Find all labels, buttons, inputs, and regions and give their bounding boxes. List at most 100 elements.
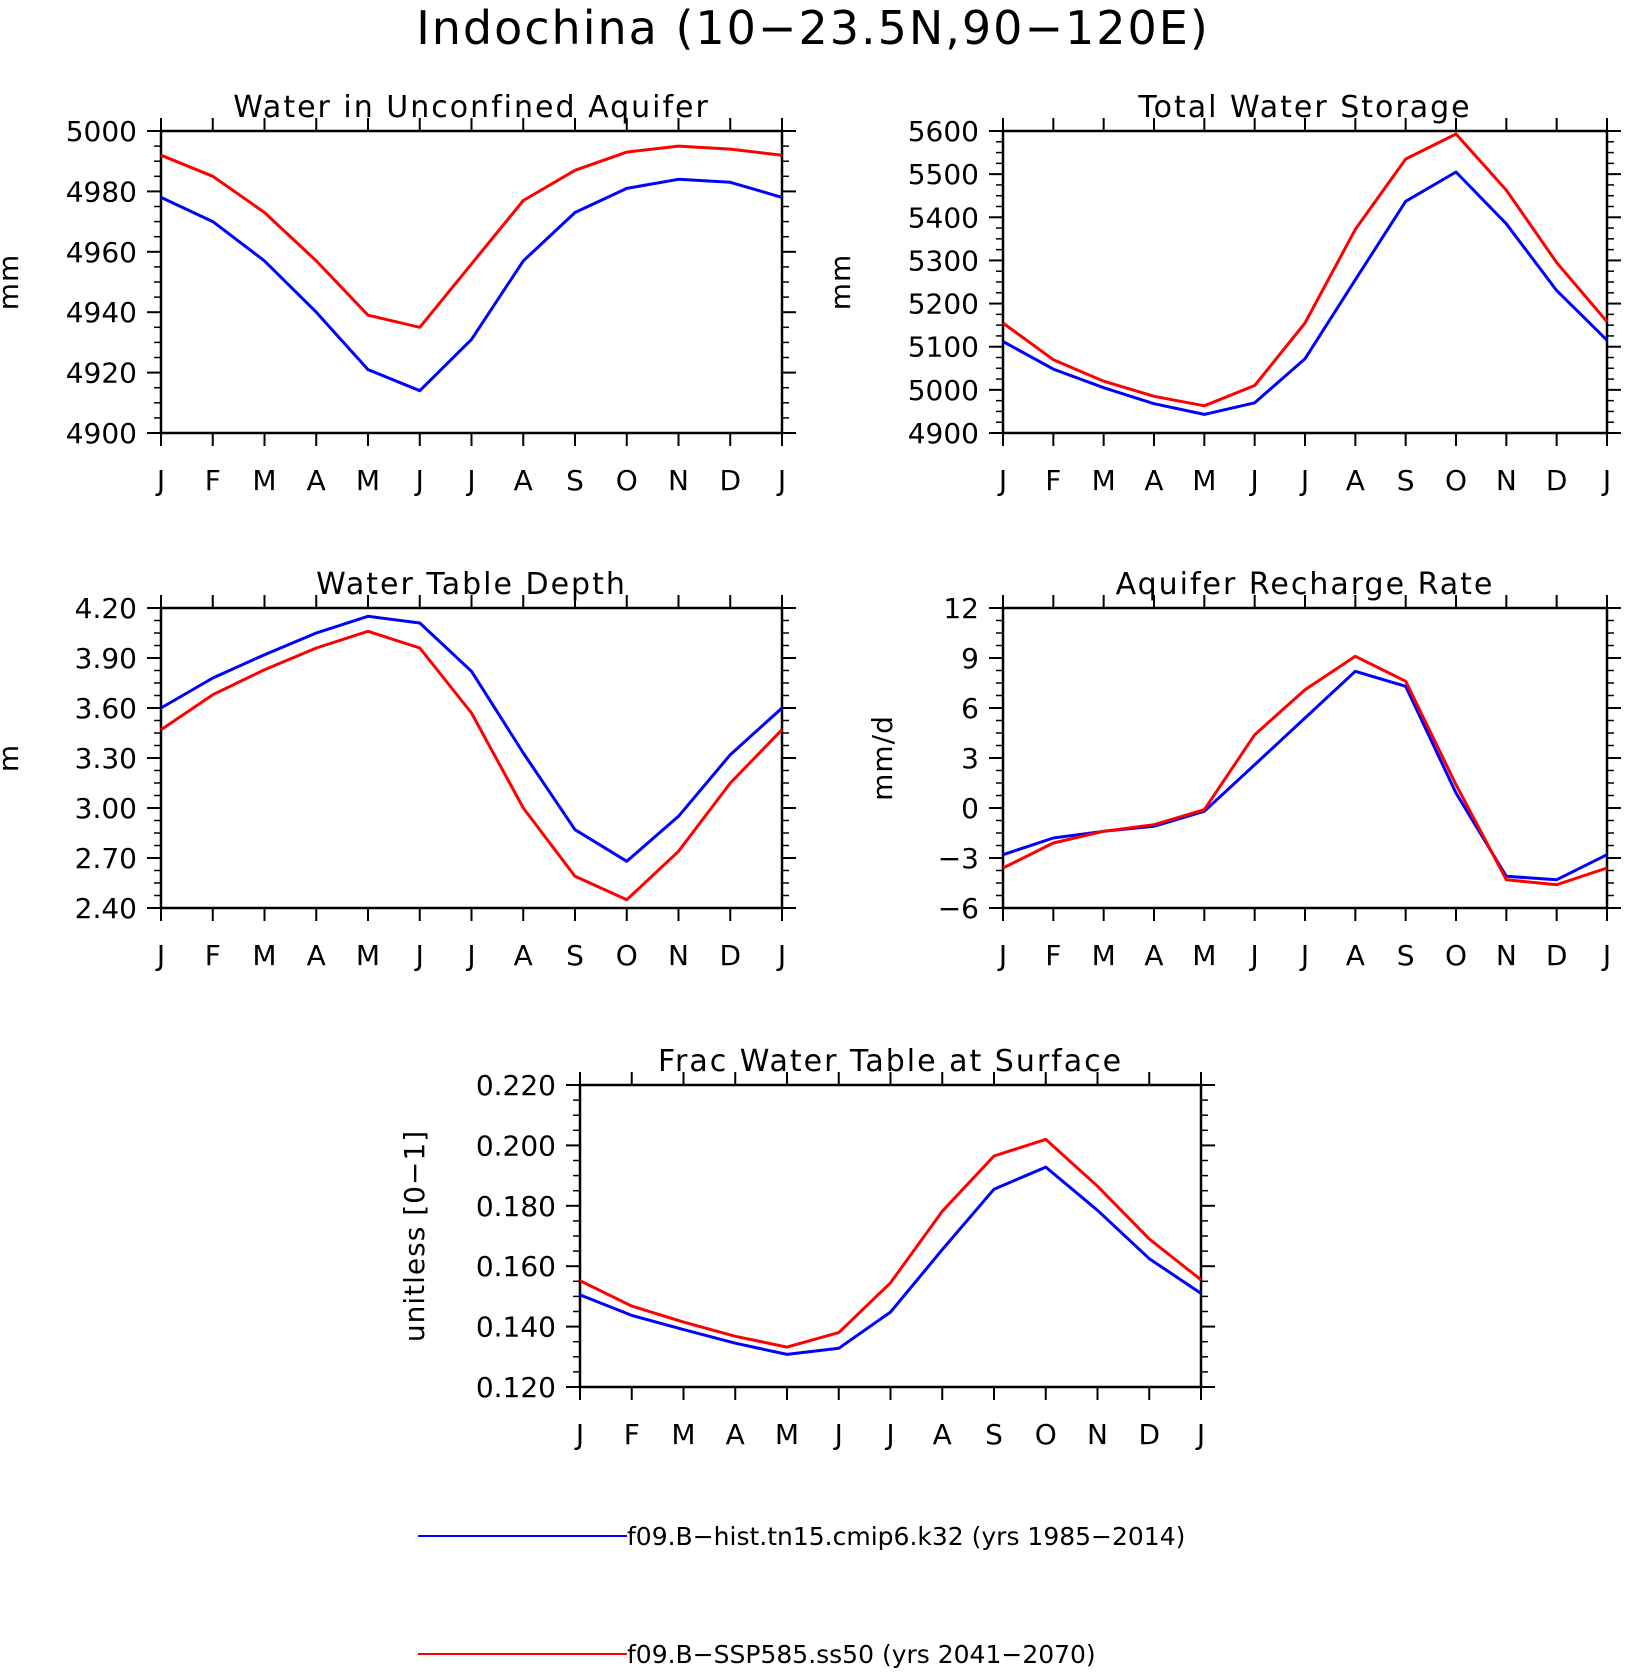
x-tick-label: O — [1445, 464, 1467, 497]
y-tick-label: 4940 — [66, 296, 137, 329]
series-line-hist — [579, 1165, 1202, 1356]
x-tick-label: M — [1092, 464, 1116, 497]
y-axis-label: unitless [0−1] — [398, 1130, 431, 1342]
y-tick-label: 3.30 — [75, 742, 137, 775]
x-tick-label: J — [1195, 1418, 1205, 1451]
x-tick-label: S — [1397, 939, 1415, 972]
y-tick-label: −6 — [938, 892, 979, 925]
y-tick-label: 5600 — [908, 115, 979, 148]
x-tick-label: O — [1445, 939, 1467, 972]
x-tick-label: F — [205, 464, 221, 497]
x-tick-label: A — [307, 464, 326, 497]
y-tick-label: 4900 — [908, 417, 979, 450]
x-tick-label: A — [1144, 464, 1163, 497]
x-tick-label: J — [574, 1418, 584, 1451]
y-tick-label: 5000 — [908, 374, 979, 407]
series-line-hist — [1002, 669, 1608, 882]
legend: f09.B−hist.tn15.cmip6.k32 (yrs 1985−2014… — [418, 1522, 1185, 1669]
x-tick-label: S — [566, 939, 584, 972]
x-tick-label: J — [414, 939, 424, 972]
y-tick-label: 5000 — [66, 115, 137, 148]
x-tick-label: J — [1601, 464, 1611, 497]
x-tick-label: J — [833, 1418, 843, 1451]
y-tick-label: 0.120 — [476, 1371, 556, 1404]
y-tick-label: 5500 — [908, 158, 979, 191]
plot-frame — [159, 606, 784, 910]
y-tick-label: 0.180 — [476, 1190, 556, 1223]
x-tick-label: D — [1138, 1418, 1160, 1451]
y-tick-label: −3 — [938, 842, 979, 875]
x-tick-label: A — [307, 939, 326, 972]
x-tick-label: M — [356, 939, 380, 972]
series-line-ssp585 — [160, 629, 784, 902]
plot-frame — [159, 129, 784, 435]
y-axis-label: mm — [824, 254, 857, 311]
x-tick-label: A — [514, 939, 533, 972]
x-tick-label: M — [252, 939, 276, 972]
figure-title: Indochina (10−23.5N,90−120E) — [416, 1, 1210, 55]
x-tick-label: D — [1546, 464, 1568, 497]
x-tick-label: F — [1045, 464, 1061, 497]
legend-label-hist: f09.B−hist.tn15.cmip6.k32 (yrs 1985−2014… — [627, 1522, 1185, 1551]
series-line-ssp585 — [579, 1137, 1202, 1349]
y-axis-label: m — [0, 744, 25, 772]
x-tick-label: D — [1546, 939, 1568, 972]
y-tick-label: 4980 — [66, 175, 137, 208]
x-tick-label: S — [1397, 464, 1415, 497]
chart-title: Total Water Storage — [1137, 90, 1471, 125]
y-tick-label: 6 — [961, 692, 979, 725]
plot-frame — [1001, 129, 1609, 435]
x-tick-label: J — [1249, 464, 1259, 497]
y-tick-label: 5400 — [908, 201, 979, 234]
x-tick-label: O — [616, 464, 638, 497]
y-tick-label: 5200 — [908, 288, 979, 321]
y-tick-label: 12 — [943, 592, 979, 625]
x-tick-label: A — [514, 464, 533, 497]
x-tick-label: A — [1346, 464, 1365, 497]
x-tick-label: A — [933, 1418, 952, 1451]
plot-frame — [578, 1083, 1203, 1389]
x-tick-label: M — [252, 464, 276, 497]
x-tick-label: J — [1299, 464, 1309, 497]
plot-frame — [1001, 606, 1609, 910]
y-tick-label: 4960 — [66, 236, 137, 269]
x-tick-label: J — [155, 464, 165, 497]
x-tick-label: N — [668, 939, 689, 972]
x-tick-label: S — [566, 464, 584, 497]
x-tick-label: J — [465, 464, 475, 497]
y-tick-label: 3.60 — [75, 692, 137, 725]
x-tick-label: J — [997, 464, 1007, 497]
x-tick-label: S — [985, 1418, 1003, 1451]
y-tick-label: 4.20 — [75, 592, 137, 625]
x-tick-label: M — [671, 1418, 695, 1451]
x-tick-label: O — [1035, 1418, 1057, 1451]
y-tick-label: 2.70 — [75, 842, 137, 875]
x-tick-label: J — [776, 464, 786, 497]
series-line-hist — [1002, 170, 1609, 416]
series-line-hist — [160, 614, 784, 863]
x-tick-label: J — [997, 939, 1007, 972]
y-tick-label: 4920 — [66, 357, 137, 390]
x-tick-label: J — [1299, 939, 1309, 972]
x-tick-label: N — [1496, 939, 1517, 972]
x-tick-label: M — [1192, 464, 1216, 497]
y-tick-label: 0.140 — [476, 1311, 556, 1344]
x-tick-label: J — [465, 939, 475, 972]
x-tick-label: M — [1092, 939, 1116, 972]
y-tick-label: 3.00 — [75, 792, 137, 825]
x-tick-label: J — [1601, 939, 1611, 972]
x-tick-label: J — [884, 1418, 894, 1451]
y-tick-label: 0 — [961, 792, 979, 825]
x-tick-label: F — [1045, 939, 1061, 972]
x-tick-label: A — [1346, 939, 1365, 972]
series-line-ssp585 — [160, 144, 783, 329]
legend-label-ssp585: f09.B−SSP585.ss50 (yrs 2041−2070) — [627, 1640, 1096, 1669]
x-tick-label: F — [624, 1418, 640, 1451]
series-line-ssp585 — [1002, 132, 1609, 408]
